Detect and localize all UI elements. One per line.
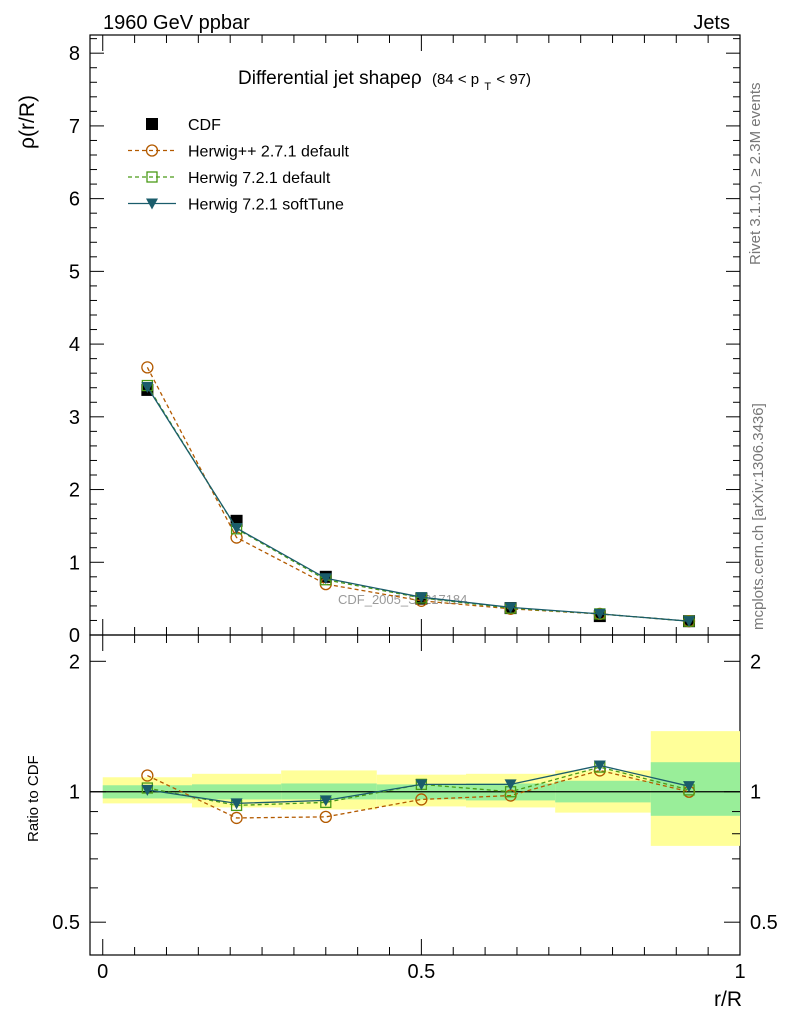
ratio-data-point bbox=[230, 811, 243, 825]
main-y-tick-label: 1 bbox=[69, 552, 80, 574]
header-right-label: Jets bbox=[693, 12, 730, 34]
ratio-data-point bbox=[415, 793, 428, 806]
x-axis-label: r/R bbox=[714, 988, 742, 1011]
rivet-label: Rivet 3.1.10, ≥ 2.3M events bbox=[747, 83, 764, 266]
main-y-tick-label: 3 bbox=[69, 407, 80, 429]
mcplots-label: mcplots.cern.ch [arXiv:1306.3436] bbox=[750, 403, 767, 630]
legend-marker bbox=[146, 118, 158, 130]
ratio-y-tick-label-right: 2 bbox=[750, 651, 761, 673]
legend-label: CDF bbox=[188, 117, 221, 134]
main-data-point bbox=[141, 382, 154, 393]
ratio-y-tick-label-right: 0.5 bbox=[750, 912, 778, 934]
stat-uncertainty-band bbox=[650, 762, 740, 816]
ratio-y-tick-label: 2 bbox=[69, 651, 80, 673]
svg-text:Differential jet shapeρ: Differential jet shapeρ (84 < p T < 97) bbox=[238, 68, 531, 95]
chart-title-range-sub: T bbox=[484, 81, 491, 93]
ratio-series-line bbox=[147, 769, 690, 819]
x-tick-label: 0.5 bbox=[407, 961, 435, 983]
legend: CDF Herwig++ 2.7.1 default Herwig 7.2.1 de… bbox=[128, 117, 350, 214]
chart-title-range-end: < 97) bbox=[496, 71, 531, 88]
main-data-point bbox=[504, 602, 517, 614]
main-y-tick-label: 0 bbox=[69, 625, 80, 647]
main-data-point bbox=[593, 608, 606, 620]
ratio-series-layer bbox=[141, 760, 696, 825]
main-y-tick-label: 2 bbox=[69, 480, 80, 502]
main-y-tick-label: 5 bbox=[69, 261, 80, 283]
ratio-data-point bbox=[504, 779, 517, 791]
main-data-point bbox=[141, 361, 154, 374]
ratio-data-point bbox=[319, 810, 332, 824]
ratio-data-point bbox=[593, 760, 606, 772]
main-x-ticks bbox=[102, 35, 741, 635]
main-series-line bbox=[146, 386, 690, 622]
chart-title-main: Differential jet shapeρ bbox=[238, 68, 422, 89]
main-y-axis: 0 1 2 3 4 5 6 7 8 bbox=[69, 38, 740, 647]
ratio-y-axis-label: Ratio to CDF bbox=[25, 755, 42, 842]
x-tick-label: 1 bbox=[734, 961, 745, 983]
ratio-data-point bbox=[141, 784, 154, 796]
main-series-line bbox=[146, 367, 690, 622]
main-data-point bbox=[683, 616, 696, 628]
ratio-data-point bbox=[230, 798, 243, 810]
ratio-y-axis: 0.5 0.5 1 1 2 2 bbox=[52, 651, 778, 934]
ratio-data-point bbox=[683, 781, 696, 793]
chart-title-range: (84 < p bbox=[432, 71, 479, 88]
main-data-point bbox=[230, 523, 243, 535]
main-y-tick-label: 8 bbox=[69, 43, 80, 65]
main-y-tick-label: 4 bbox=[69, 334, 80, 356]
main-data-point bbox=[319, 573, 332, 585]
main-y-tick-label: 6 bbox=[69, 189, 80, 211]
main-data-point bbox=[415, 592, 428, 604]
main-series-line bbox=[146, 385, 690, 622]
legend-marker bbox=[146, 171, 158, 183]
ratio-data-point bbox=[319, 795, 332, 807]
ratio-y-tick-label: 0.5 bbox=[52, 912, 80, 934]
x-axis: 0 0.5 1 bbox=[97, 635, 746, 983]
legend-label: Herwig 7.2.1 default bbox=[188, 170, 331, 187]
watermark: CDF_2005_S6217184 bbox=[338, 592, 467, 607]
legend-marker bbox=[145, 144, 159, 157]
chart-title: Differential jet shapeρ (84 < p T < 97) bbox=[238, 68, 531, 95]
legend-label: Herwig 7.2.1 softTune bbox=[188, 197, 344, 214]
ratio-uncertainty-bands bbox=[90, 731, 740, 846]
legend-label: Herwig++ 2.7.1 default bbox=[188, 144, 350, 161]
ratio-y-tick-label-right: 1 bbox=[750, 782, 761, 804]
header-left-label: 1960 GeV ppbar bbox=[103, 12, 250, 34]
x-tick-label: 0 bbox=[97, 961, 108, 983]
ratio-data-point bbox=[415, 779, 428, 791]
main-y-tick-label: 7 bbox=[69, 116, 80, 138]
legend-marker bbox=[146, 198, 158, 210]
ratio-y-tick-label: 1 bbox=[69, 782, 80, 804]
main-y-axis-label: ρ(r/R) bbox=[16, 95, 39, 149]
ratio-data-point bbox=[141, 769, 154, 782]
main-series-layer bbox=[141, 361, 696, 628]
